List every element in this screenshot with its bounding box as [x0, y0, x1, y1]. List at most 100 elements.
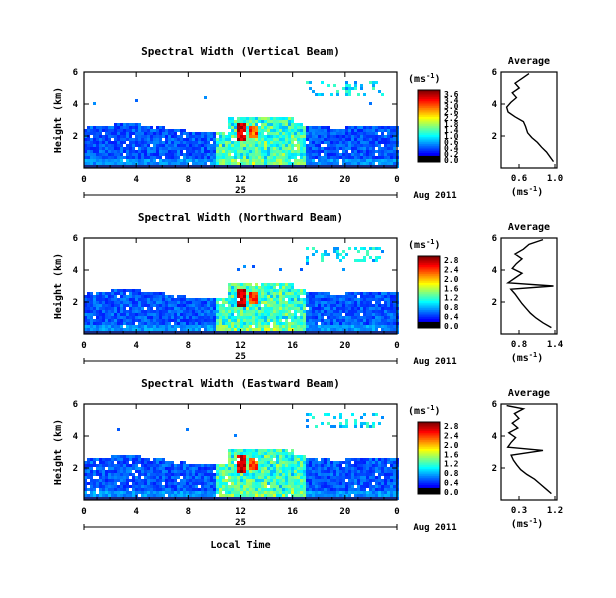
heatmap-cell	[99, 147, 102, 150]
colorbar-segment	[418, 274, 440, 277]
heatmap-cell	[225, 467, 228, 470]
heatmap-cell	[153, 301, 156, 304]
heatmap-cell	[144, 319, 147, 322]
heatmap-cell	[306, 126, 309, 129]
heatmap-cell	[279, 138, 282, 141]
heatmap-cell	[222, 485, 225, 488]
heatmap-cell	[300, 473, 303, 476]
heatmap-cell	[318, 307, 321, 310]
heatmap-cell	[216, 304, 219, 307]
heatmap-cell	[273, 123, 276, 126]
heatmap-cell	[108, 153, 111, 156]
heatmap-cell	[363, 292, 366, 295]
heatmap-cell	[282, 488, 285, 491]
heatmap-cell	[243, 325, 246, 328]
heatmap-cell	[390, 144, 393, 147]
heatmap-cell	[273, 289, 276, 292]
heatmap-cell	[222, 298, 225, 301]
heatmap-cell	[363, 159, 366, 162]
heatmap-cell	[276, 313, 279, 316]
heatmap-cell	[372, 422, 375, 425]
heatmap-cell	[174, 322, 177, 325]
heatmap-cell	[345, 494, 348, 497]
heatmap-cell	[198, 147, 201, 150]
heatmap-cell	[258, 159, 261, 162]
heatmap-cell	[351, 319, 354, 322]
heatmap-cell	[258, 301, 261, 304]
heatmap-cell	[213, 159, 216, 162]
heatmap-cell	[327, 458, 330, 461]
heatmap-cell	[378, 295, 381, 298]
heatmap-cell	[276, 117, 279, 120]
heatmap-cell	[237, 150, 240, 153]
heatmap-cell	[177, 313, 180, 316]
heatmap-cell	[303, 494, 306, 497]
heatmap-cell	[285, 286, 288, 289]
heatmap-cell	[252, 452, 255, 455]
heatmap-cell	[384, 126, 387, 129]
heatmap-cell	[177, 464, 180, 467]
heatmap-cell	[258, 289, 261, 292]
heatmap-cell	[231, 467, 234, 470]
heatmap-cell	[285, 476, 288, 479]
colorbar-segment	[418, 118, 440, 122]
heatmap-cell	[159, 473, 162, 476]
heatmap-cell	[324, 488, 327, 491]
heatmap-cell	[198, 310, 201, 313]
colorbar-segment	[418, 308, 440, 311]
heatmap-cell	[279, 488, 282, 491]
heatmap-cell	[99, 156, 102, 159]
heatmap-cell	[270, 307, 273, 310]
heatmap-cell	[141, 473, 144, 476]
heatmap-cell	[186, 328, 189, 331]
heatmap-cell	[288, 491, 291, 494]
heatmap-cell	[375, 247, 378, 250]
heatmap-cell	[330, 162, 333, 165]
heatmap-cell	[312, 464, 315, 467]
date-label: Aug 2011	[413, 357, 456, 367]
heatmap-cell	[264, 485, 267, 488]
heatmap-cell	[216, 153, 219, 156]
heatmap-cell	[387, 482, 390, 485]
heatmap-cell	[267, 325, 270, 328]
heatmap-cell	[330, 150, 333, 153]
heatmap-cell	[237, 316, 240, 319]
heatmap-cell	[111, 147, 114, 150]
heatmap-cell	[267, 307, 270, 310]
heatmap-cell	[114, 298, 117, 301]
heatmap-cell	[327, 84, 330, 87]
heatmap-cell	[363, 132, 366, 135]
colorbar-segment	[418, 431, 440, 434]
heatmap-cell	[183, 132, 186, 135]
heatmap-cell	[381, 307, 384, 310]
heatmap-cell	[312, 322, 315, 325]
heatmap-cell	[306, 425, 309, 428]
heatmap-cell	[174, 153, 177, 156]
heatmap-cell	[153, 470, 156, 473]
heatmap-cell	[102, 482, 105, 485]
colorbar-unit: (ms-1)	[408, 72, 441, 85]
heatmap-cell	[378, 304, 381, 307]
heatmap-cell	[357, 132, 360, 135]
heatmap-cell	[96, 328, 99, 331]
heatmap-cell	[246, 141, 249, 144]
heatmap-cell	[237, 162, 240, 165]
heatmap-cell	[210, 307, 213, 310]
heatmap-cell	[156, 298, 159, 301]
heatmap-cell	[267, 328, 270, 331]
heatmap-cell	[297, 470, 300, 473]
heatmap-cell	[390, 135, 393, 138]
heatmap-cell	[348, 310, 351, 313]
heatmap-cell	[279, 286, 282, 289]
heatmap-cell	[156, 322, 159, 325]
heatmap-cell	[168, 298, 171, 301]
heatmap-cell	[342, 256, 345, 259]
heatmap-cell	[324, 413, 327, 416]
heatmap-cell	[381, 485, 384, 488]
heatmap-cell	[129, 289, 132, 292]
heatmap-cell	[168, 307, 171, 310]
heatmap-cell	[102, 328, 105, 331]
heatmap-cell	[270, 452, 273, 455]
heatmap-cell	[357, 322, 360, 325]
heatmap-cell	[384, 482, 387, 485]
